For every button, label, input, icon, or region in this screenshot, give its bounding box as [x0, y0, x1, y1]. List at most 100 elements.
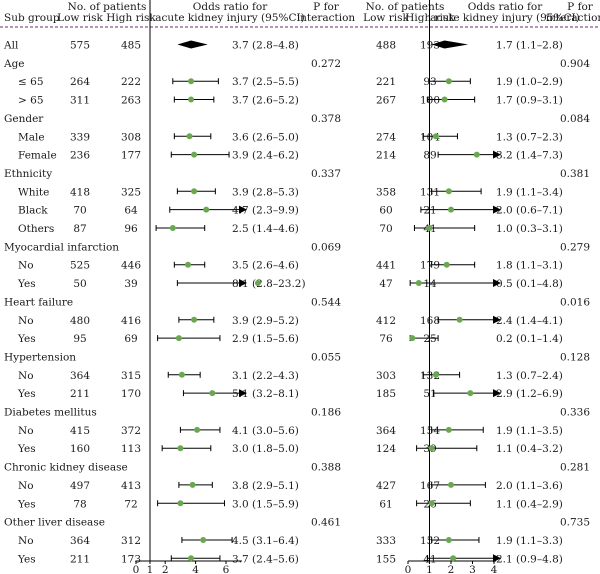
row-label: No — [18, 535, 34, 547]
left-or-ci-text: 3.7 (2.6–5.2) — [232, 95, 299, 107]
left-low-risk-count: 78 — [73, 498, 86, 510]
right-ci-arrow — [493, 315, 501, 324]
left-p-interaction: 0.544 — [311, 296, 341, 308]
right-ci-arrow — [493, 205, 501, 214]
right-or-ci-text: 1.9 (1.0–2.9) — [496, 76, 563, 88]
left-or-point — [169, 225, 176, 231]
right-p-interaction: 0.735 — [560, 517, 590, 529]
right-low-risk-count: 274 — [376, 131, 396, 143]
left-high-risk-count: 446 — [121, 260, 141, 272]
right-p-interaction: 0.279 — [560, 241, 590, 253]
left-high-risk-count: 39 — [124, 278, 137, 290]
row-label: No — [18, 370, 34, 382]
left-axis-tick-label: 1 — [147, 564, 154, 574]
right-low-risk-count: 488 — [376, 40, 396, 52]
left-or-ci-text: 3.9 (2.9–5.2) — [232, 315, 299, 327]
left-high-risk-count: 170 — [121, 388, 141, 400]
right-low-risk-count: 441 — [376, 260, 396, 272]
left-low-risk-count: 311 — [70, 95, 90, 107]
right-low-risk-count: 333 — [376, 535, 396, 547]
row-label: Yes — [17, 333, 36, 345]
left-low-risk-count: 95 — [73, 333, 86, 345]
right-or-point — [441, 96, 448, 103]
left-or-ci-text: 2.9 (1.5–5.6) — [232, 333, 299, 345]
left-axis-tick-label: 0 — [133, 564, 140, 574]
right-or-point — [445, 536, 452, 543]
left-or-point — [191, 151, 198, 158]
left-or-point — [175, 335, 182, 342]
right-or-ci-text: 1.1 (0.4–2.9) — [496, 498, 563, 510]
right-or-point — [445, 188, 452, 195]
right-low-risk-count: 60 — [379, 205, 392, 217]
right-ci-arrow — [493, 279, 501, 288]
header-low-risk-right: Low risk — [363, 12, 409, 24]
header-or-line2-left: acute kidney injury (95%CI) — [155, 12, 305, 24]
left-low-risk-count: 264 — [70, 76, 90, 88]
right-p-interaction: 0.381 — [560, 168, 590, 180]
right-ci-arrow — [493, 150, 501, 159]
right-or-point — [448, 481, 454, 488]
left-or-point — [188, 78, 195, 85]
header-or-line1-right: Odds ratio for — [468, 1, 544, 13]
right-or-ci-text: 1.3 (0.7–2.4) — [496, 370, 563, 382]
left-or-ci-text: 3.7 (2.4–5.6) — [232, 553, 299, 565]
row-label: Male — [18, 131, 45, 143]
row-label: Heart failure — [4, 296, 73, 308]
right-ci-arrow — [493, 389, 501, 398]
right-or-point — [450, 555, 457, 562]
left-low-risk-count: 50 — [73, 278, 86, 290]
right-or-ci-text: 0.2 (0.1–1.4) — [496, 333, 563, 345]
right-low-risk-count: 412 — [376, 315, 396, 327]
right-axis-tick-label: 0 — [405, 564, 412, 574]
right-low-risk-count: 124 — [376, 443, 396, 455]
left-low-risk-count: 87 — [73, 223, 86, 235]
left-or-point — [189, 481, 196, 488]
header-or-line1-left: Odds ratio for — [193, 1, 269, 13]
left-low-risk-count: 211 — [70, 553, 90, 565]
left-high-risk-count: 64 — [124, 205, 138, 217]
row-label: Female — [18, 150, 57, 162]
left-or-ci-text: 3.7 (2.8–4.8) — [232, 40, 299, 52]
row-label: Age — [3, 58, 25, 70]
right-or-ci-text: 2.9 (1.2–6.9) — [496, 388, 563, 400]
left-high-risk-count: 485 — [121, 40, 141, 52]
row-label: No — [18, 480, 34, 492]
left-high-risk-count: 173 — [121, 553, 141, 565]
left-p-interaction: 0.388 — [311, 462, 341, 474]
right-or-ci-text: 1.7 (0.9–3.1) — [496, 95, 563, 107]
right-p-interaction: 0.128 — [560, 351, 590, 363]
row-label: Yes — [17, 553, 36, 565]
right-or-ci-text: 0.5 (0.1–4.8) — [496, 278, 563, 290]
right-or-point — [409, 335, 416, 342]
table-header: Sub group No. of patients Low risk High … — [4, 1, 600, 24]
right-or-ci-text: 2.1 (0.9–4.8) — [496, 553, 563, 565]
left-high-risk-count: 113 — [121, 443, 141, 455]
right-or-ci-text: 1.9 (1.1–3.4) — [496, 186, 563, 198]
left-or-ci-text: 3.8 (2.9–5.1) — [232, 480, 299, 492]
right-or-ci-text: 1.9 (1.1–3.3) — [496, 535, 563, 547]
left-or-point — [194, 426, 201, 433]
right-or-point — [432, 133, 439, 140]
row-label: Other liver disease — [4, 517, 105, 529]
left-low-risk-count: 70 — [73, 205, 86, 217]
right-low-risk-count: 155 — [376, 553, 396, 565]
left-or-ci-text: 4.5 (3.1–6.4) — [232, 535, 299, 547]
right-low-risk-count: 76 — [379, 333, 393, 345]
left-low-risk-count: 575 — [70, 40, 90, 52]
left-high-risk-count: 308 — [121, 131, 141, 143]
left-high-risk-count: 312 — [121, 535, 141, 547]
row-label: Ethnicity — [4, 168, 52, 180]
left-or-ci-text: 4.1 (3.0–5.6) — [232, 425, 299, 437]
right-or-ci-text: 2.4 (1.4–4.1) — [496, 315, 563, 327]
left-overall-diamond — [177, 40, 208, 49]
right-or-ci-text: 1.3 (0.7–2.3) — [496, 131, 563, 143]
left-or-ci-text: 3.9 (2.4–6.2) — [232, 150, 299, 162]
left-high-risk-count: 416 — [121, 315, 141, 327]
header-subgroup: Sub group — [4, 12, 60, 24]
left-low-risk-count: 415 — [70, 425, 90, 437]
left-axis-tick-label: 6 — [223, 564, 230, 574]
row-label: Chronic kidney disease — [4, 462, 128, 474]
left-ci-arrow — [239, 205, 247, 214]
left-low-risk-count: 339 — [70, 131, 90, 143]
right-or-ci-text: 1.1 (0.4–3.2) — [496, 443, 563, 455]
